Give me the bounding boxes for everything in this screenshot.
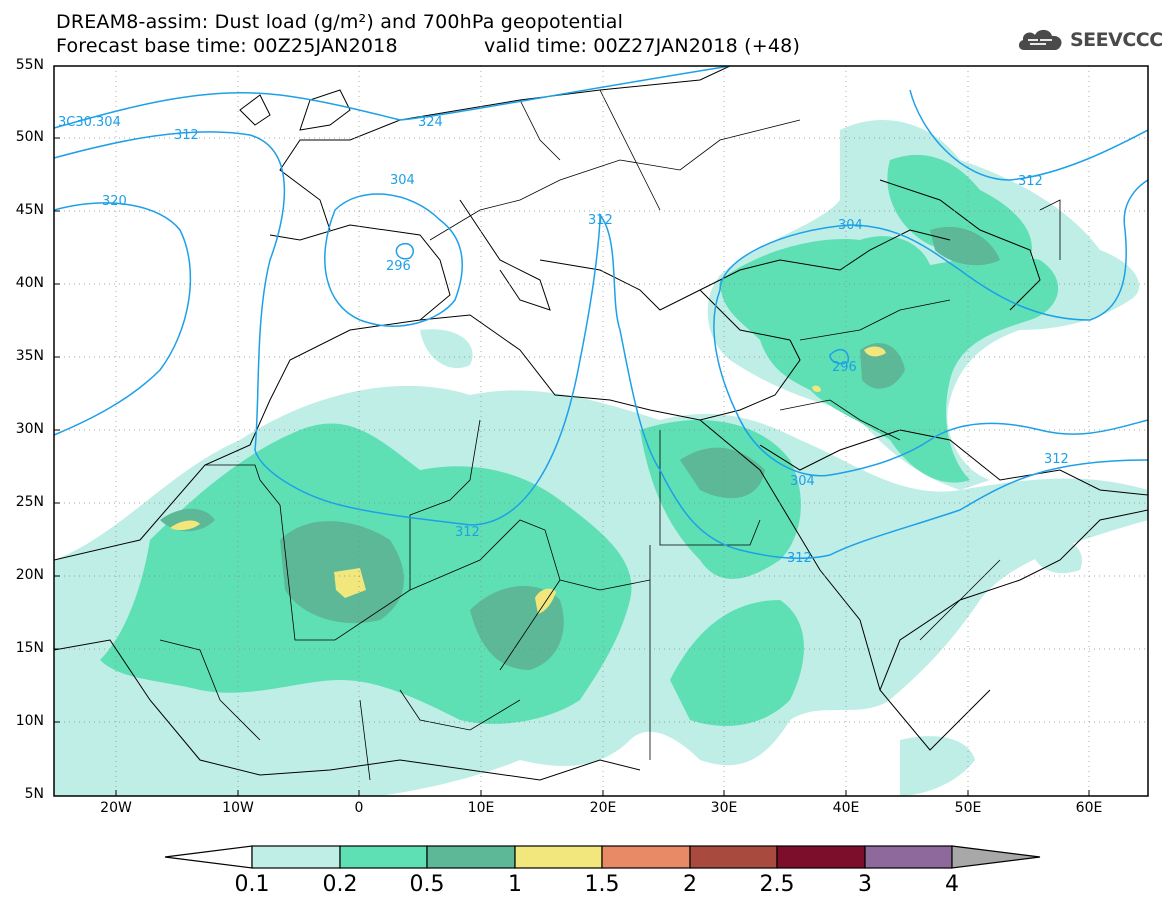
lat-label: 20N (15, 567, 44, 583)
lat-label: 40N (15, 275, 44, 291)
lat-label: 45N (15, 202, 44, 218)
colorbar-bin (776, 845, 866, 869)
lat-label: 15N (15, 640, 44, 656)
lat-label: 5N (24, 786, 44, 802)
lon-label: 30E (710, 800, 738, 816)
colorbar-label: 2.5 (759, 872, 795, 897)
contour-label: 312 (455, 525, 480, 540)
colorbar-label: 1.5 (584, 872, 620, 897)
lat-label: 55N (15, 57, 44, 73)
lat-label: 50N (15, 129, 44, 145)
lon-label: 50E (954, 800, 982, 816)
colorbar-bin (514, 845, 603, 869)
seevccc-logo: SEEVCCC (1016, 26, 1163, 54)
map-frame (53, 65, 1149, 797)
contour-label: 296 (832, 360, 857, 375)
contour-label: 296 (386, 259, 411, 274)
colorbar-bin (339, 845, 428, 869)
lon-label: 20W (100, 800, 132, 816)
colorbar-label: 2 (683, 872, 697, 897)
contour-labels: 3C30.304 324 312 304 320 296 312 304 312… (58, 115, 1069, 566)
contour-label: 3C30.304 (58, 115, 121, 130)
graticule (54, 66, 1148, 796)
colorbar-label: 4 (945, 872, 959, 897)
colorbar-bin (864, 845, 953, 869)
lon-label: 60E (1075, 800, 1103, 816)
lat-label: 25N (15, 494, 44, 510)
colorbar-under (164, 845, 253, 869)
lon-label: 40E (832, 800, 860, 816)
contour-label: 304 (790, 474, 815, 489)
contour-label: 312 (1044, 452, 1069, 467)
valid-time: valid time: 00Z27JAN2018 (+48) (484, 35, 801, 57)
contour-label: 312 (1018, 174, 1043, 189)
lon-label: 0 (354, 800, 364, 816)
axis-ticks (54, 65, 1090, 797)
map-title: DREAM8-assim: Dust load (g/m²) and 700hP… (56, 11, 624, 33)
contour-label: 304 (390, 173, 415, 188)
contour-label: 320 (102, 194, 127, 209)
lon-label: 20E (589, 800, 617, 816)
colorbar-label: 1 (508, 872, 522, 897)
lon-label: 10W (222, 800, 254, 816)
borders (159, 89, 1061, 781)
contour-label: 324 (418, 115, 443, 130)
contour-label: 312 (588, 213, 613, 228)
contour-label: 304 (838, 218, 863, 233)
colorbar-bin (689, 845, 778, 869)
colorbar (164, 845, 1041, 869)
colorbar-label: 0.1 (234, 872, 270, 897)
lon-label: 10E (467, 800, 495, 816)
cloud-icon (1018, 29, 1062, 50)
dust-field-high (170, 346, 886, 614)
contour-label: 312 (174, 128, 199, 143)
geopotential-contours (54, 66, 1148, 560)
colorbar-label: 0.2 (322, 872, 358, 897)
lat-label: 35N (15, 348, 44, 364)
coastlines (54, 66, 1148, 781)
logo-text: SEEVCCC (1070, 29, 1163, 51)
colorbar-bin (601, 845, 691, 869)
forecast-base-time: Forecast base time: 00Z25JAN2018 (56, 35, 398, 57)
colorbar-bin (426, 845, 516, 869)
colorbar-label: 0.5 (409, 872, 445, 897)
lat-label: 30N (15, 421, 44, 437)
colorbar-label: 3 (858, 872, 872, 897)
lat-label: 10N (15, 713, 44, 729)
colorbar-over (951, 845, 1041, 869)
colorbar-bin (251, 845, 341, 869)
contour-label: 312 (787, 551, 812, 566)
